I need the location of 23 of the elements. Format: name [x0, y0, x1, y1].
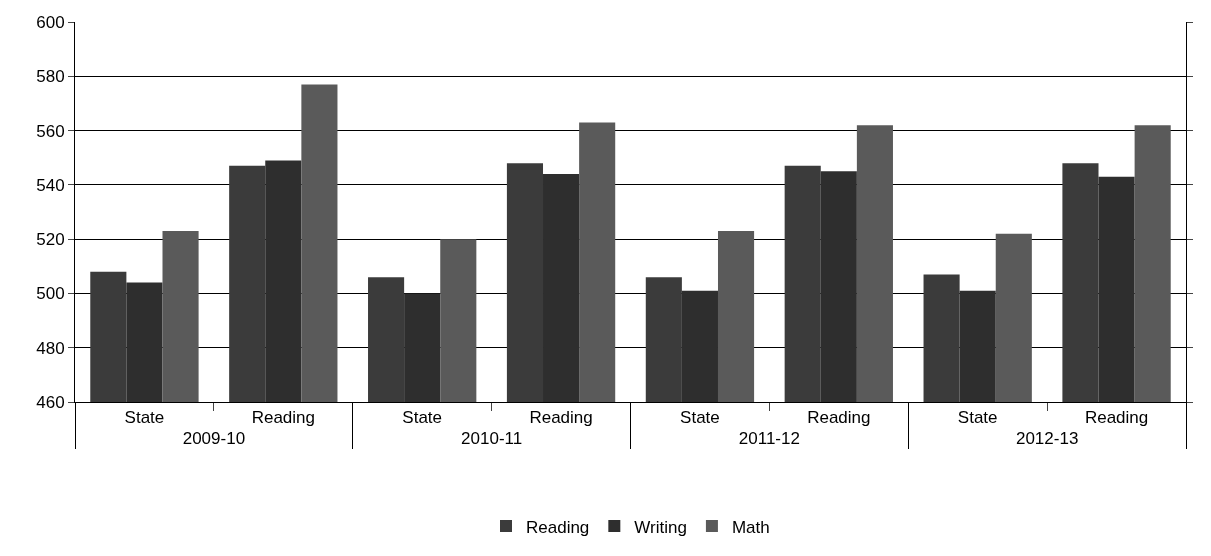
x-tick-label: State — [957, 408, 998, 428]
text: 2012-13 — [1015, 429, 1079, 449]
x-tick-label: Reading — [1084, 408, 1149, 428]
x-tick-label: Reading — [251, 408, 315, 428]
text: 2011-12 — [738, 429, 800, 449]
legend-label: Writing — [634, 517, 687, 537]
y-tick-label: 500 — [36, 284, 65, 304]
x-tick-label: Reading — [529, 408, 593, 428]
x-tick-label: Reading — [807, 408, 871, 428]
text: 2010-11 — [461, 429, 523, 449]
text: 2009-10 — [182, 429, 246, 449]
y-tick-label: 560 — [36, 121, 65, 141]
x-tick-label: State — [124, 408, 165, 428]
y-tick-label: 480 — [36, 338, 65, 358]
y-tick-label: 600 — [36, 12, 65, 32]
y-tick-label: 520 — [36, 230, 65, 250]
legend-label: Math — [731, 517, 770, 537]
legend-label: Reading — [526, 517, 590, 537]
y-tick-label: 540 — [36, 175, 65, 195]
y-tick-label: 460 — [36, 392, 65, 412]
x-tick-label: State — [402, 408, 443, 428]
x-tick-label: State — [680, 408, 720, 428]
y-tick-label: 580 — [36, 67, 65, 87]
